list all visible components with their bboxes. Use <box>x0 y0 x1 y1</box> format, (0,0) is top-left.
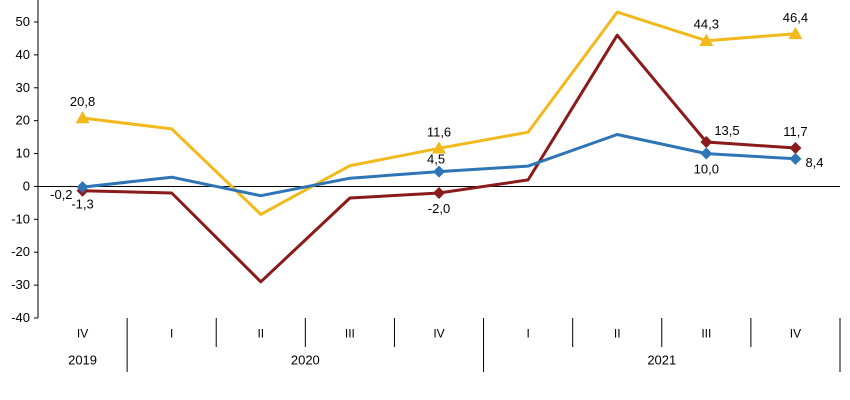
data-label: -2,0 <box>428 201 450 216</box>
series-marker-diamond <box>433 165 445 178</box>
data-label: 11,6 <box>427 124 451 139</box>
series-marker-diamond <box>433 187 445 200</box>
y-tick-label: 20 <box>16 113 30 128</box>
data-label: 13,5 <box>714 123 739 138</box>
x-category-label: II <box>257 327 264 341</box>
x-year-label: 2021 <box>647 353 676 368</box>
x-category-label: IV <box>77 327 88 341</box>
y-axis-ticks: -40 -30 -20 -10 0 10 20 30 40 50 <box>11 14 38 325</box>
series-layer <box>75 10 803 284</box>
x-category-label: IV <box>433 327 444 341</box>
data-label: 44,3 <box>694 17 719 32</box>
series-marker-diamond <box>700 147 713 160</box>
y-tick-label: 50 <box>16 14 30 29</box>
y-tick-label: -20 <box>11 244 30 259</box>
x-category-label: IV <box>790 327 801 341</box>
series-marker-triangle <box>432 141 446 154</box>
data-label: 4,5 <box>427 152 445 167</box>
x-category-label: II <box>614 327 621 341</box>
x-year-label: 2019 <box>68 353 97 368</box>
data-label: -0,2 <box>50 187 72 202</box>
y-tick-label: 30 <box>16 80 30 95</box>
chart-axes <box>37 0 840 318</box>
data-label: 10,0 <box>694 162 719 177</box>
series-marker-diamond <box>789 141 802 154</box>
x-year-label: 2020 <box>291 353 320 368</box>
y-tick-label: 0 <box>23 178 30 193</box>
series-marker-diamond <box>700 136 713 149</box>
x-category-label: III <box>345 327 355 341</box>
data-label: 8,4 <box>805 155 823 170</box>
y-tick-label: -30 <box>11 277 30 292</box>
series-marker-diamond <box>76 181 89 194</box>
series-marker-diamond <box>789 152 802 165</box>
y-tick-label: -10 <box>11 211 30 226</box>
x-category-label: III <box>701 327 711 341</box>
x-category-label: I <box>170 327 173 341</box>
series-line-0 <box>82 10 796 216</box>
data-labels-layer: 20,8 11,6 44,3 46,4 -1,3 -2,0 13,5 11,7 -0,2 4,5 1… <box>50 10 823 216</box>
x-category-label: I <box>526 327 529 341</box>
y-tick-label: 10 <box>16 146 30 161</box>
series-marker-triangle <box>699 33 714 46</box>
data-label: 11,7 <box>783 124 807 139</box>
data-label: 20,8 <box>70 94 95 109</box>
series-marker-triangle <box>75 111 90 124</box>
data-label: -1,3 <box>71 197 93 212</box>
series-marker-triangle <box>788 26 803 40</box>
y-tick-label: 40 <box>16 47 30 62</box>
data-label: 46,4 <box>783 10 808 25</box>
y-tick-label: -40 <box>11 310 30 325</box>
